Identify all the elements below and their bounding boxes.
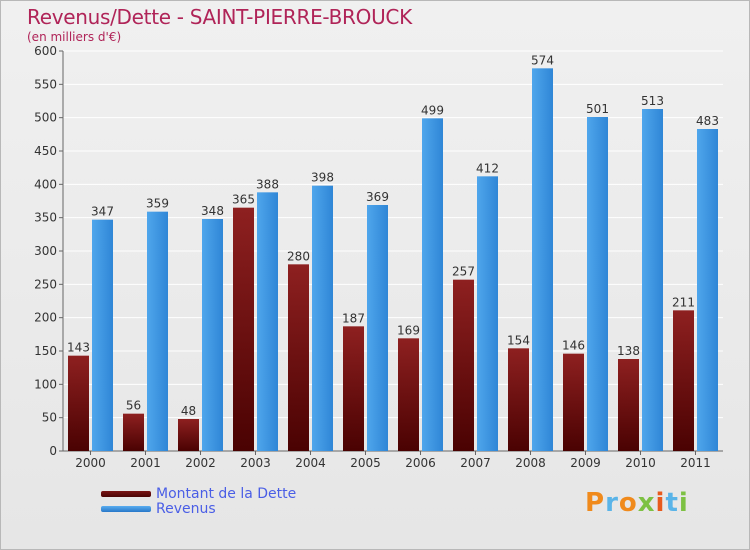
bar-revenus	[312, 185, 333, 451]
data-label-revenus: 483	[696, 114, 719, 128]
y-tick-label: 350	[34, 211, 57, 225]
x-tick-label: 2008	[515, 456, 546, 470]
data-label-dette: 211	[672, 295, 695, 309]
data-label-dette: 138	[617, 344, 640, 358]
bar-dette	[68, 355, 89, 451]
y-tick-label: 50	[42, 411, 57, 425]
bar-dette	[673, 310, 694, 451]
logo-letter: i	[678, 488, 689, 518]
y-tick-label: 500	[34, 111, 57, 125]
bar-revenus	[92, 219, 113, 451]
data-label-revenus: 513	[641, 94, 664, 108]
data-label-dette: 280	[287, 249, 310, 263]
bar-dette	[233, 207, 254, 451]
data-label-revenus: 412	[476, 161, 499, 175]
data-label-dette: 365	[232, 193, 255, 207]
data-label-dette: 146	[562, 339, 585, 353]
data-label-revenus: 348	[201, 204, 224, 218]
legend-label-dette: Montant de la Dette	[156, 486, 297, 502]
bar-dette	[178, 419, 199, 451]
bar-dette	[508, 348, 529, 451]
bar-dette	[398, 338, 419, 451]
y-tick-label: 400	[34, 177, 57, 191]
logo-letter: i	[655, 488, 666, 518]
bar-dette	[343, 326, 364, 451]
x-tick-label: 2005	[350, 456, 381, 470]
bar-revenus	[422, 118, 443, 451]
logo-letter: x	[637, 488, 656, 518]
legend-swatch-dette	[101, 491, 151, 497]
bar-revenus	[202, 219, 223, 451]
data-label-revenus: 388	[256, 177, 279, 191]
bar-dette	[563, 353, 584, 451]
data-label-revenus: 369	[366, 190, 389, 204]
data-label-dette: 257	[452, 265, 475, 279]
bar-revenus	[587, 117, 608, 451]
y-tick-label: 250	[34, 277, 57, 291]
data-label-dette: 187	[342, 311, 365, 325]
legend-swatch-revenus	[101, 506, 151, 512]
x-tick-label: 2009	[570, 456, 601, 470]
bar-revenus	[257, 192, 278, 452]
data-label-dette: 143	[67, 341, 90, 355]
proxiti-logo: Proxiti	[585, 488, 689, 518]
logo-letter: t	[665, 488, 679, 518]
bar-dette	[453, 279, 474, 451]
x-tick-label: 2011	[680, 456, 711, 470]
y-tick-label: 0	[49, 444, 57, 458]
bar-revenus	[147, 211, 168, 451]
x-tick-label: 2006	[405, 456, 436, 470]
bar-dette	[123, 413, 144, 451]
bar-dette	[288, 264, 309, 451]
y-tick-label: 100	[34, 377, 57, 391]
data-label-revenus: 398	[311, 171, 334, 185]
chart-title: Revenus/Dette - SAINT-PIERRE-BROUCK	[27, 5, 412, 29]
logo-letter: P	[585, 488, 606, 518]
data-label-dette: 56	[126, 399, 141, 413]
data-label-revenus: 347	[91, 205, 114, 219]
y-tick-label: 450	[34, 144, 57, 158]
y-tick-label: 600	[34, 44, 57, 58]
x-tick-label: 2010	[625, 456, 656, 470]
bar-revenus	[532, 68, 553, 451]
data-label-revenus: 574	[531, 53, 554, 67]
bar-revenus	[697, 129, 718, 451]
data-label-dette: 154	[507, 333, 530, 347]
x-tick-label: 2007	[460, 456, 491, 470]
x-tick-label: 2004	[295, 456, 326, 470]
data-label-revenus: 501	[586, 102, 609, 116]
bar-dette	[618, 359, 639, 451]
y-tick-label: 200	[34, 311, 57, 325]
bar-revenus	[477, 176, 498, 452]
bar-revenus	[367, 205, 388, 451]
chart-subtitle: (en milliers d'€)	[27, 30, 122, 44]
x-tick-label: 2001	[130, 456, 161, 470]
data-label-revenus: 499	[421, 103, 444, 117]
logo-letter: o	[618, 488, 638, 518]
x-tick-label: 2002	[185, 456, 216, 470]
data-label-revenus: 359	[146, 197, 169, 211]
logo-letter: r	[605, 488, 619, 518]
legend-label-revenus: Revenus	[156, 501, 216, 517]
data-label-dette: 169	[397, 323, 420, 337]
y-tick-label: 300	[34, 244, 57, 258]
data-label-dette: 48	[181, 404, 196, 418]
y-tick-label: 150	[34, 344, 57, 358]
bar-revenus	[642, 109, 663, 451]
y-tick-label: 550	[34, 77, 57, 91]
x-tick-label: 2003	[240, 456, 271, 470]
x-tick-label: 2000	[75, 456, 106, 470]
